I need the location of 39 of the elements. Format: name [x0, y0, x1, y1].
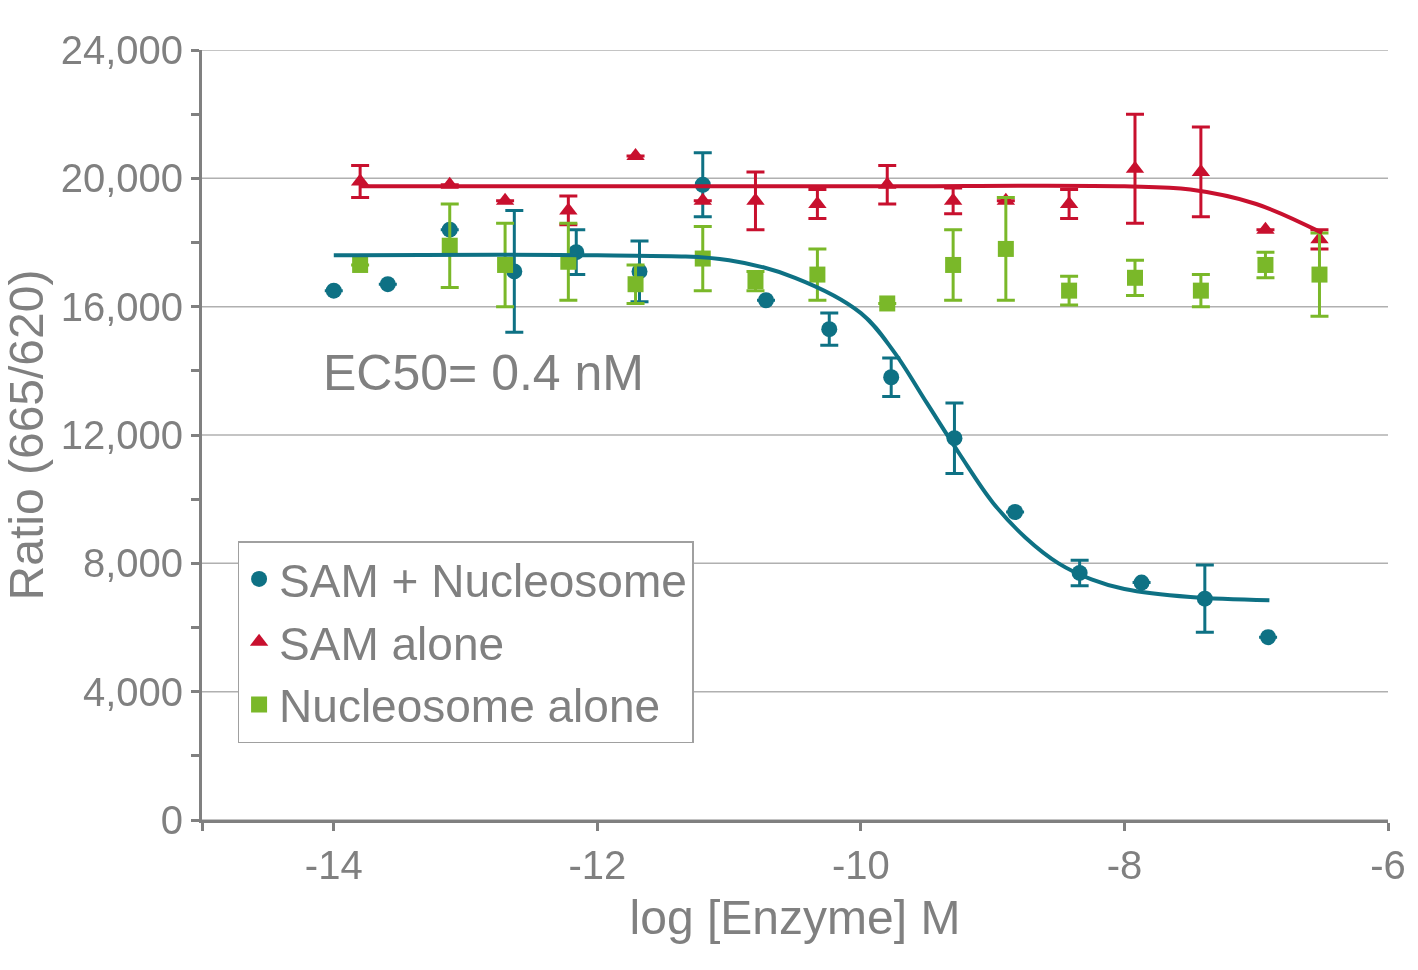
- y-tick-label: 24,000: [60, 28, 183, 72]
- point: [821, 321, 838, 338]
- legend-label: SAM + Nucleosome: [279, 554, 687, 607]
- point: [1007, 504, 1024, 520]
- y-tick-label: 12,000: [60, 413, 183, 457]
- point: [945, 256, 962, 273]
- point: [325, 282, 342, 299]
- point: [1192, 282, 1209, 299]
- annotation: EC50= 0.4 nM: [323, 345, 645, 401]
- x-axis-title: log [Enzyme] M: [629, 891, 961, 945]
- point: [352, 256, 369, 273]
- point: [379, 276, 396, 293]
- point: [809, 266, 826, 283]
- y-tick-label: 20,000: [60, 156, 183, 201]
- legend-label: SAM alone: [279, 617, 505, 670]
- point: [1311, 266, 1328, 283]
- x-tick-label: -14: [304, 843, 363, 887]
- point: [879, 295, 896, 312]
- y-tick-label: 8,000: [82, 541, 183, 586]
- point: [497, 256, 514, 273]
- point: [627, 276, 644, 293]
- point: [1126, 269, 1143, 286]
- x-tick-label: -12: [568, 843, 627, 887]
- point: [883, 369, 900, 386]
- x-tick-label: -8: [1106, 843, 1143, 887]
- x-tick-label: -6: [1370, 843, 1406, 887]
- point: [1061, 282, 1078, 299]
- legend-label: Nucleosome alone: [279, 680, 661, 733]
- point: [1260, 629, 1277, 646]
- x-tick-label: -10: [831, 843, 890, 887]
- y-tick-label: 4,000: [82, 669, 183, 714]
- y-tick-label: 0: [160, 798, 183, 842]
- point: [1257, 256, 1274, 273]
- point: [441, 237, 458, 254]
- point: [1133, 574, 1150, 591]
- y-tick-label: 16,000: [60, 284, 183, 329]
- y-axis-title: Ratio (665/620): [0, 269, 53, 601]
- point: [997, 240, 1014, 257]
- point: [758, 292, 775, 309]
